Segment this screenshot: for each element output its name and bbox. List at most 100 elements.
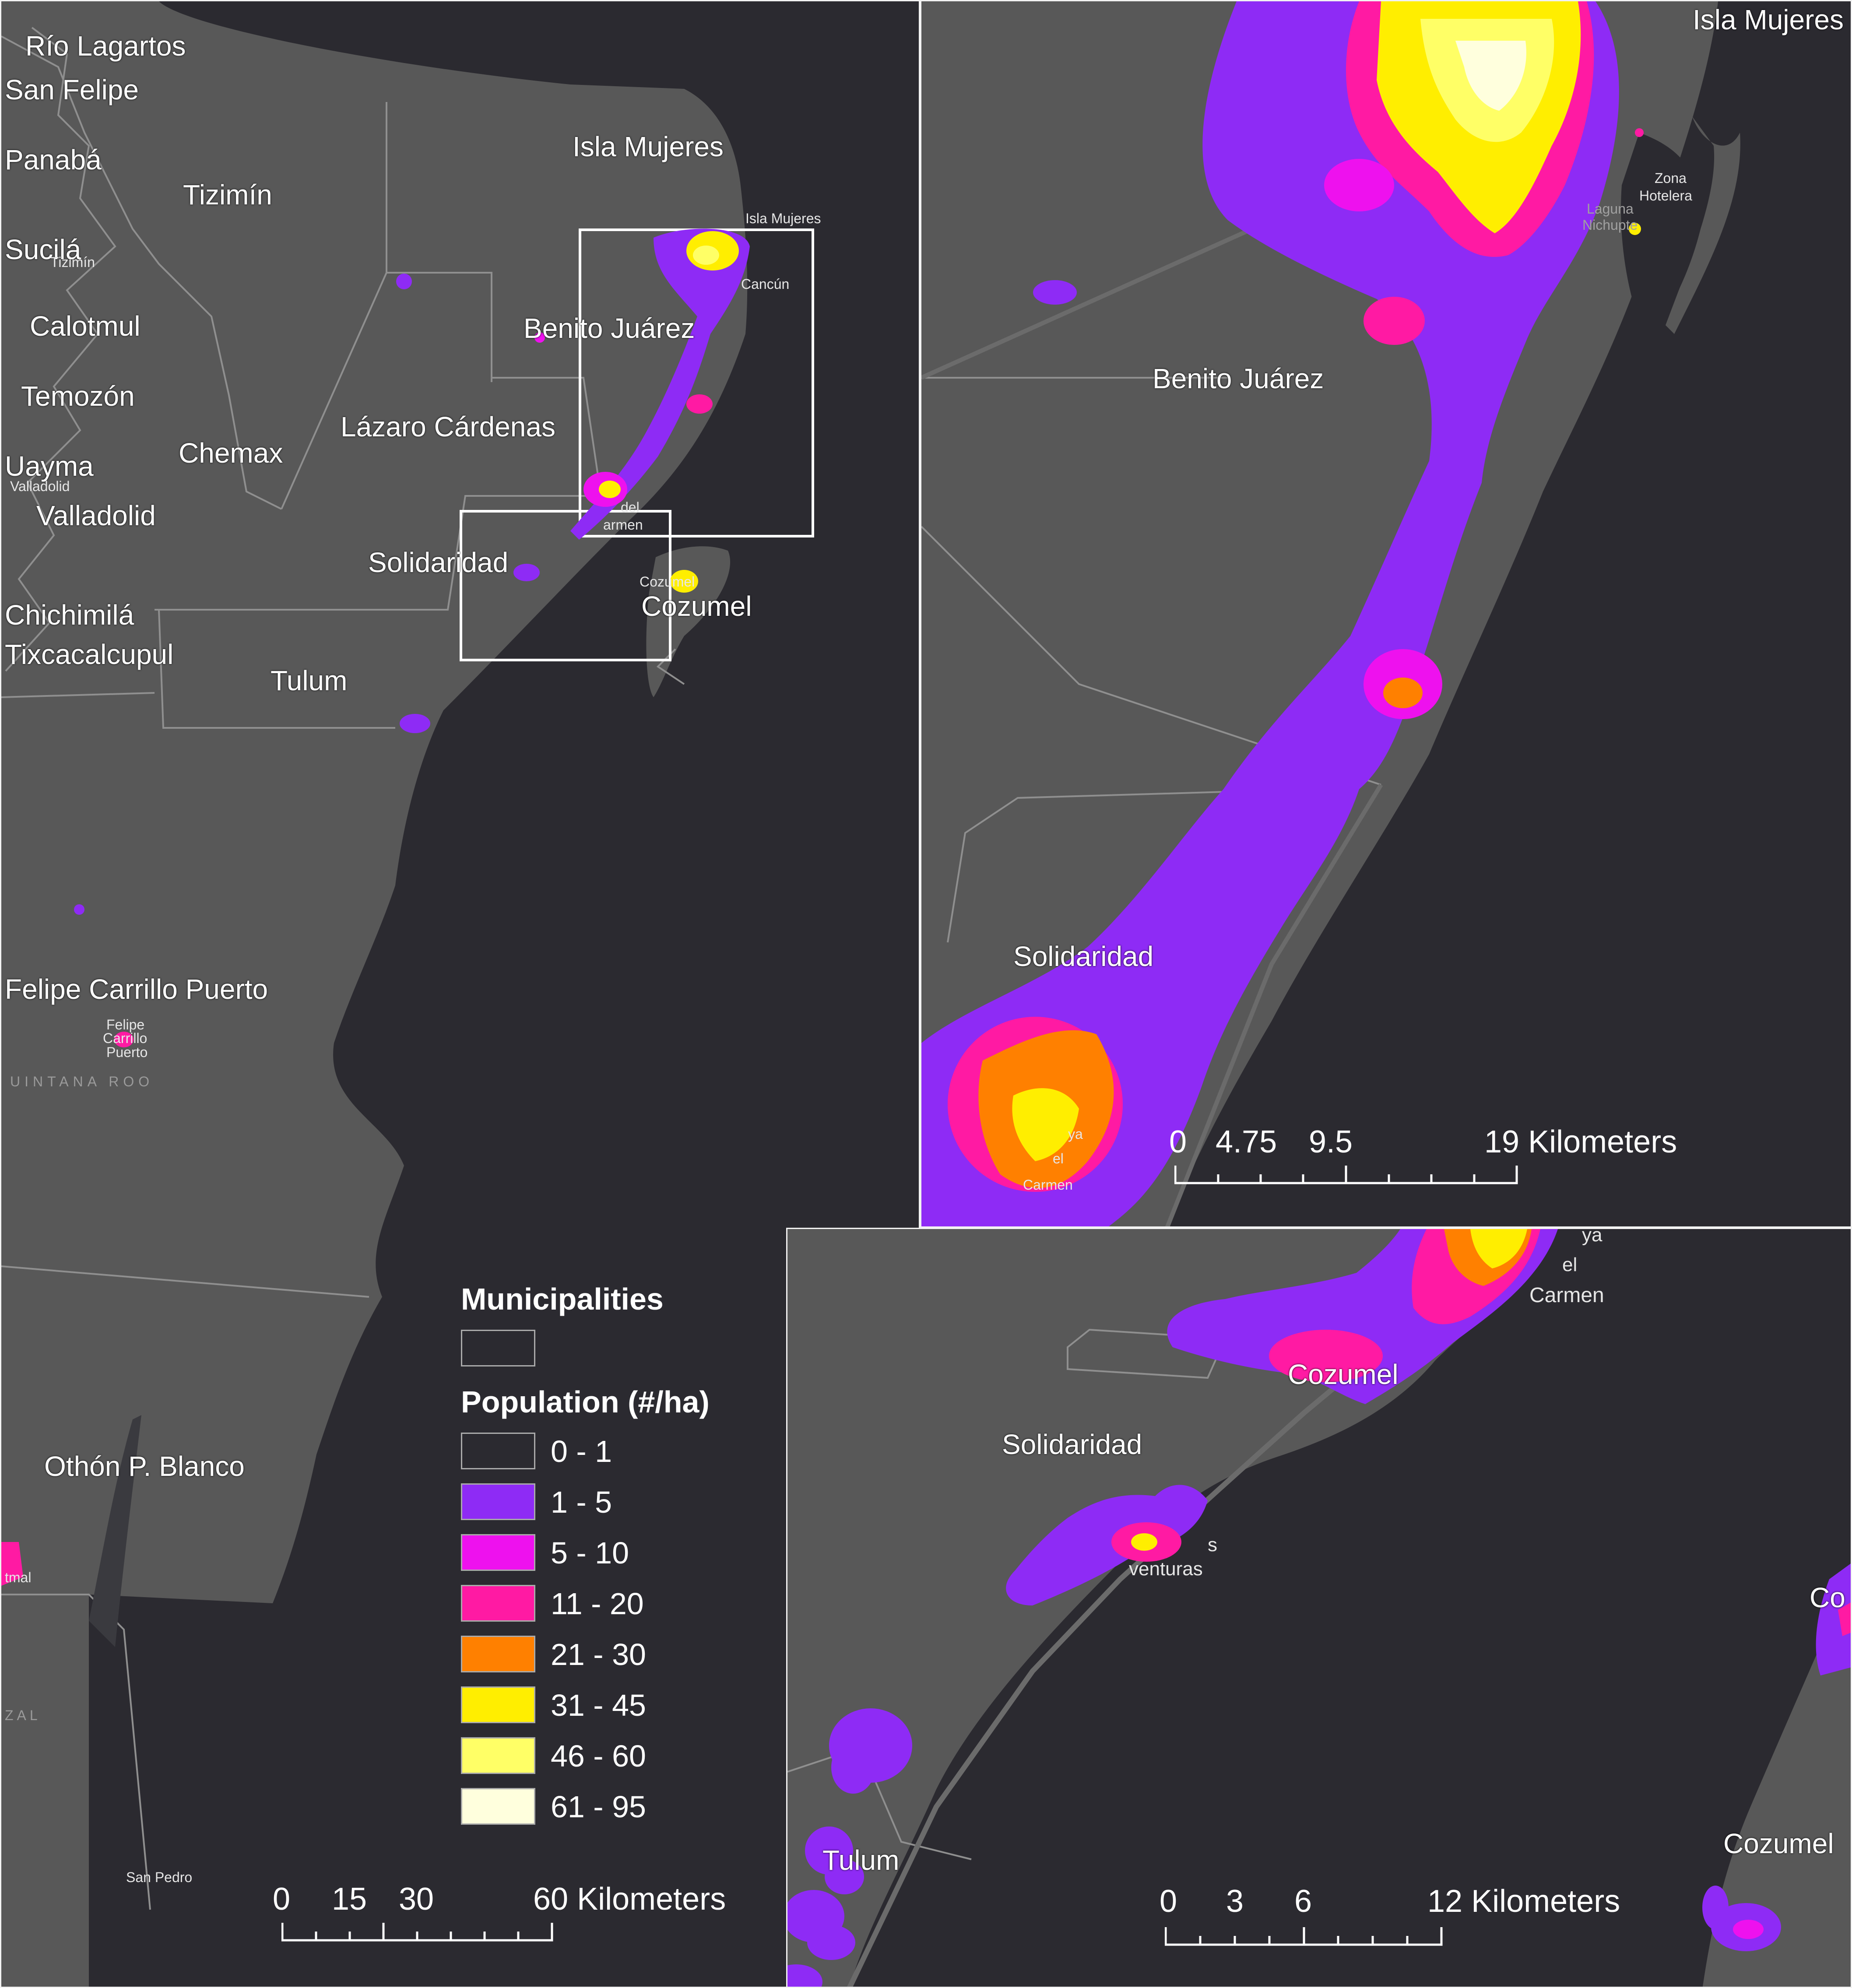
label-valladolid-small: Valladolid (10, 478, 70, 494)
north-label-playa-el: el (1053, 1151, 1064, 1166)
label-san-felipe: San Felipe (5, 74, 139, 105)
label-panaba: Panabá (5, 144, 102, 176)
label-chemax: Chemax (179, 437, 283, 469)
south-label-tulum: Tulum (822, 1844, 900, 1876)
label-cozumel-small: Cozumel (640, 574, 695, 590)
label-lazaro-cardenas: Lázaro Cárdenas (341, 411, 555, 443)
label-fcp-puerto: Puerto (106, 1044, 148, 1060)
label-playa-del: del (621, 499, 640, 515)
legend-municipalities-title: Municipalities (461, 1282, 664, 1316)
highway (847, 1301, 1437, 1987)
legend-swatch (461, 1636, 535, 1672)
north-label-carmen: Carmen (1023, 1177, 1073, 1193)
north-scale-graphic (1174, 1166, 1518, 1184)
label-tulum: Tulum (271, 665, 348, 696)
label-isla-mujeres-small: Isla Mujeres (745, 211, 821, 226)
south-label-aventuras: venturas (1129, 1558, 1203, 1580)
label-othon-p-blanco: Othón P. Blanco (44, 1451, 245, 1482)
north-scale-bar: 0 4.75 9.5 19 Kilometers (1169, 1124, 1787, 1205)
label-zal-small: ZAL (5, 1707, 41, 1723)
population-overlay (787, 1229, 1851, 1987)
label-cozumel: Cozumel (641, 590, 752, 622)
label-temozon: Temozón (21, 380, 135, 412)
label-rio-lagartos: Río Lagartos (25, 30, 186, 62)
main-scale-bar: 0 15 30 60 Kilometers (273, 1882, 726, 1953)
legend-population-title: Population (#/ha) (461, 1385, 710, 1419)
main-scale-graphic (281, 1923, 553, 1942)
north-label-isla-mujeres: Isla Mujeres (1693, 4, 1844, 35)
label-isla-mujeres: Isla Mujeres (573, 131, 724, 162)
label-fcp-carrillo: Carrillo (103, 1030, 148, 1046)
label-solidaridad: Solidaridad (368, 547, 509, 578)
north-label-solidaridad: Solidaridad (1013, 941, 1154, 972)
label-quintana-roo: UINTANA ROO (10, 1074, 154, 1089)
label-playa-carmen: armen (603, 517, 643, 533)
south-label-solidaridad: Solidaridad (1002, 1429, 1142, 1460)
inset-box-south (460, 510, 671, 661)
south-label-cozumel-box: Cozumel (1288, 1359, 1399, 1390)
main-scale-tick-1: 15 (332, 1882, 367, 1917)
land-mass (1, 1, 748, 1987)
north-label-benito-juarez: Benito Juárez (1153, 363, 1324, 394)
north-scale-tick-3: 19 Kilometers (1484, 1124, 1677, 1159)
south-inset-panel: ya el Carmen Cozumel Solidaridad s ventu… (786, 1228, 1852, 1988)
legend-swatch (461, 1534, 535, 1571)
legend-swatch (461, 1433, 535, 1469)
legend-municipality-swatch (461, 1330, 535, 1366)
main-map-canvas (1, 1, 814, 1987)
legend-swatch (461, 1585, 535, 1622)
legend-class-label: 21 - 30 (551, 1637, 646, 1672)
north-label-playa-ya: ya (1068, 1126, 1083, 1142)
north-label-hotelera: Hotelera (1639, 188, 1692, 204)
legend-class-label: 31 - 45 (551, 1688, 646, 1722)
legend-swatch (461, 1483, 535, 1520)
south-label-playa-ya: ya (1582, 1228, 1602, 1246)
north-inset-panel: Isla Mujeres Benito Juárez Solidaridad Z… (920, 0, 1852, 1228)
legend-swatch (461, 1686, 535, 1723)
south-inset-canvas (787, 1229, 1851, 1987)
south-label-cozumel: Cozumel (1723, 1828, 1834, 1859)
legend-swatch (461, 1788, 535, 1825)
legend-class-label: 11 - 20 (551, 1587, 644, 1621)
label-fcp-felipe: Felipe (106, 1017, 145, 1033)
population-overlay (1, 228, 750, 1586)
label-tizimin-small: Tizimín (50, 254, 95, 270)
south-scale-tick-2: 6 (1294, 1884, 1312, 1919)
north-label-nichupte: Nichupte (1582, 217, 1638, 233)
lagoon-bacalar (89, 1415, 141, 1647)
legend-class-label: 61 - 95 (551, 1790, 646, 1824)
south-label-co: Co (1810, 1582, 1845, 1613)
north-label-laguna: Laguna (1587, 201, 1634, 217)
north-inset-canvas (921, 1, 1740, 1226)
south-scale-graphic (1165, 1927, 1443, 1946)
main-scale-tick-2: 30 (399, 1882, 434, 1917)
laguna-nichupte (1621, 133, 1701, 343)
north-scale-tick-0: 0 (1169, 1124, 1187, 1159)
cozumel-island (1702, 1576, 1851, 1987)
main-scale-tick-3: 60 Kilometers (533, 1882, 726, 1917)
north-scale-tick-2: 9.5 (1309, 1124, 1353, 1159)
main-map-panel: Río Lagartos San Felipe Panabá Tizimín S… (0, 0, 920, 1988)
main-scale-tick-0: 0 (273, 1882, 291, 1917)
label-san-pedro: San Pedro (126, 1869, 193, 1885)
label-benito-juarez: Benito Juárez (524, 313, 695, 344)
label-chetumal-small: tmal (5, 1570, 32, 1585)
north-scale-tick-1: 4.75 (1216, 1124, 1277, 1159)
north-label-zona: Zona (1655, 170, 1687, 186)
south-label-carmen: Carmen (1529, 1284, 1604, 1307)
label-sucila: Sucilá (5, 234, 81, 265)
label-calotmul: Calotmul (30, 310, 141, 342)
label-tixcacalcupul: Tixcacalcupul (5, 639, 174, 670)
legend-class-label: 5 - 10 (551, 1536, 629, 1570)
legend-class-label: 46 - 60 (551, 1739, 646, 1773)
south-scale-tick-3: 12 Kilometers (1427, 1884, 1620, 1919)
legend-class-label: 1 - 5 (551, 1485, 612, 1519)
hotel-zone-strip (1666, 80, 1740, 334)
south-scale-tick-0: 0 (1160, 1884, 1177, 1919)
legend: Municipalities Population (#/ha) 0 - 1 1 … (461, 1282, 794, 1825)
label-cancun-small: Cancún (741, 276, 790, 292)
population-overlay (921, 1, 1644, 1226)
legend-swatch (461, 1737, 535, 1774)
south-label-aventuras-s: s (1208, 1534, 1217, 1556)
south-scale-tick-1: 3 (1226, 1884, 1244, 1919)
